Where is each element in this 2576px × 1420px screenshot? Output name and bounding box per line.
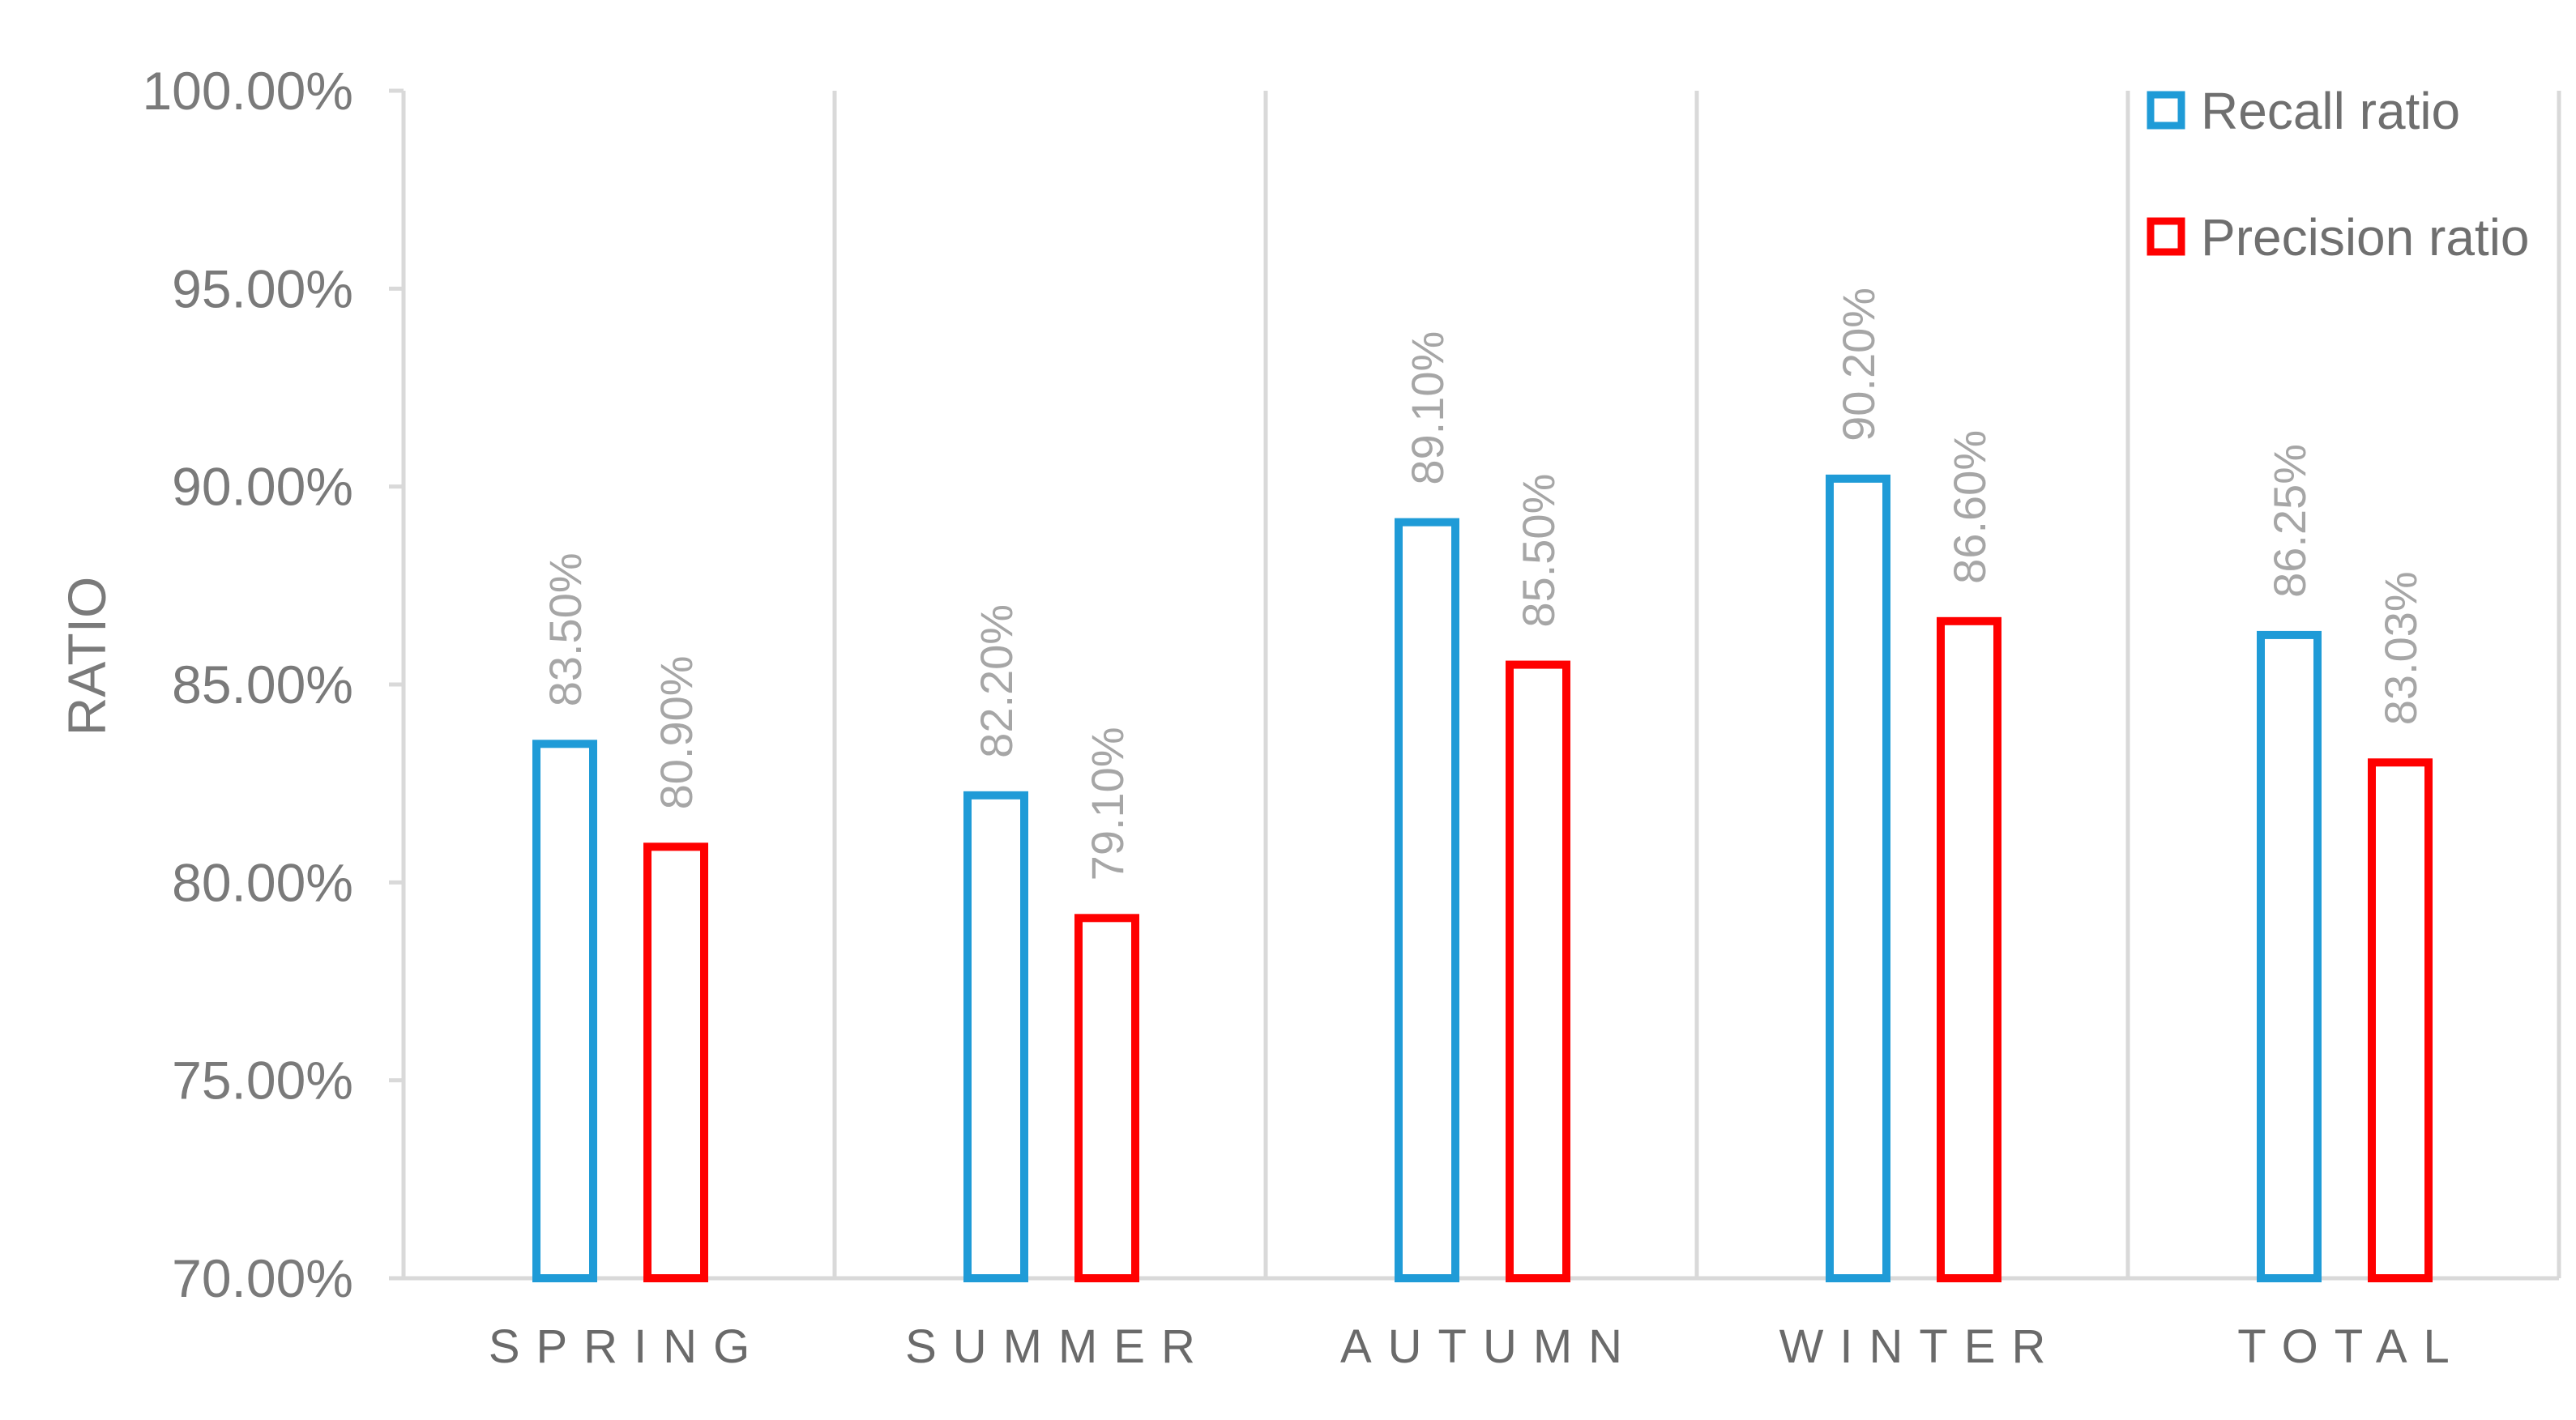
y-tick-label: 75.00% <box>172 1051 353 1111</box>
data-label: 86.60% <box>1944 430 1995 584</box>
x-category-label: TOTAL <box>2237 1320 2466 1373</box>
data-label: 89.10% <box>1402 331 1453 485</box>
legend-swatch <box>2147 217 2185 256</box>
legend: Recall ratio Precision ratio <box>2147 82 2530 267</box>
data-label: 83.03% <box>2375 571 2426 725</box>
bar-precision <box>1506 660 1570 1282</box>
y-tick-label: 80.00% <box>172 852 353 912</box>
y-tick-label: 100.00% <box>142 61 353 121</box>
x-category-label: WINTER <box>1779 1320 2062 1373</box>
y-tick-label: 95.00% <box>172 258 353 318</box>
data-label: 83.50% <box>540 552 591 706</box>
data-label: 82.20% <box>971 604 1022 758</box>
bar-recall <box>532 740 597 1282</box>
bar-recall <box>963 791 1028 1282</box>
x-category-labels: SPRING SUMMER AUTUMN WINTER TOTAL <box>489 1320 2466 1373</box>
bar-precision <box>1074 914 1139 1283</box>
data-label: 85.50% <box>1513 474 1564 628</box>
x-category-label: AUTUMN <box>1340 1320 1638 1373</box>
y-tick-label: 90.00% <box>172 457 353 517</box>
legend-label: Precision ratio <box>2201 208 2530 267</box>
bar-precision <box>1937 616 2001 1282</box>
legend-swatch <box>2147 91 2185 130</box>
bar-recall <box>2257 630 2322 1282</box>
x-category-label: SUMMER <box>905 1320 1211 1373</box>
axes <box>389 88 2559 1281</box>
bar-recall <box>1826 474 1890 1282</box>
y-axis-title: RATIO <box>57 577 117 736</box>
data-labels: 83.50% 82.20% 89.10% 90.20% 86.25% 80.90% 79.1… <box>540 288 2426 881</box>
data-label: 80.90% <box>651 655 702 809</box>
data-label: 90.20% <box>1833 288 1884 441</box>
legend-label: Recall ratio <box>2201 82 2460 140</box>
bar-precision <box>2368 758 2433 1282</box>
x-category-label: SPRING <box>489 1320 766 1373</box>
bar-precision <box>643 842 708 1283</box>
data-label: 86.25% <box>2264 444 2315 598</box>
bar-recall <box>1395 518 1459 1282</box>
category-gridlines <box>401 91 2561 1278</box>
bars <box>532 474 2433 1283</box>
y-tick-labels: 70.00% 75.00% 80.00% 85.00% 90.00% 95.00% 100.… <box>142 61 353 1308</box>
data-label: 79.10% <box>1082 727 1133 881</box>
y-tick-label: 70.00% <box>172 1248 353 1308</box>
y-tick-label: 85.00% <box>172 655 353 714</box>
